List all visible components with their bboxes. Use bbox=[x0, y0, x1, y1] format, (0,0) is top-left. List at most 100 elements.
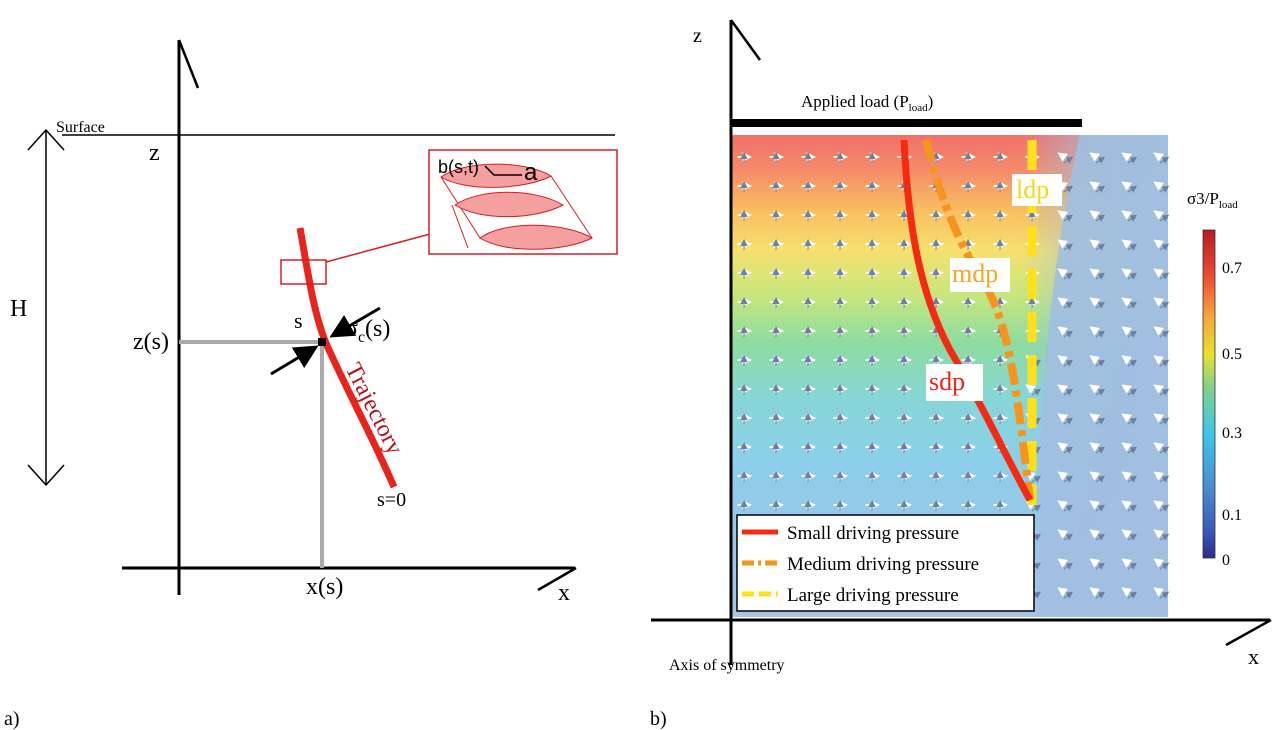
stress-vector-secondary bbox=[1159, 214, 1170, 222]
stress-vector-secondary bbox=[1159, 591, 1170, 599]
stress-vector-secondary bbox=[1063, 156, 1074, 164]
ldp-label-bg bbox=[1012, 174, 1062, 206]
stress-vector-secondary bbox=[1159, 533, 1170, 541]
stress-vector-secondary bbox=[1095, 243, 1106, 251]
stress-vector-secondary bbox=[1063, 272, 1074, 280]
stress-vector-secondary bbox=[1095, 185, 1106, 193]
b-z-axis-tick bbox=[729, 19, 762, 61]
stress-vector-secondary bbox=[1063, 446, 1074, 454]
stress-vector-secondary bbox=[1159, 359, 1170, 367]
sdp-label: sdp bbox=[929, 367, 965, 396]
stress-vector-secondary bbox=[1159, 417, 1170, 425]
applied-load-subscript: load bbox=[909, 102, 928, 114]
stress-vector-secondary bbox=[1095, 388, 1106, 396]
height-arrow bbox=[27, 128, 65, 487]
stress-vector-secondary bbox=[1159, 272, 1170, 280]
stress-vector-secondary bbox=[1127, 272, 1138, 280]
zoom-connector bbox=[325, 233, 431, 263]
colorbar-tick-05: 0.5 bbox=[1222, 346, 1242, 363]
stress-vector-secondary bbox=[1127, 156, 1138, 164]
legend: Small driving pressure Medium driving pr… bbox=[736, 514, 1035, 612]
stress-vector-secondary bbox=[1127, 185, 1138, 193]
stress-vector-secondary bbox=[1127, 301, 1138, 309]
colorbar-title-subscript: load bbox=[1219, 199, 1238, 211]
stress-vector-secondary bbox=[1063, 475, 1074, 483]
colorbar-title-main: σ3/P bbox=[1187, 189, 1219, 208]
sigma-argument: (s) bbox=[365, 316, 390, 342]
stress-vector-secondary bbox=[1159, 446, 1170, 454]
panel-b: z x Axis of symmetry Applied load (Pload… bbox=[650, 19, 1272, 730]
x-axis-tick bbox=[537, 566, 577, 592]
x-of-s-label: x(s) bbox=[306, 574, 343, 600]
stress-vector-secondary bbox=[1159, 330, 1170, 338]
stress-vector-secondary bbox=[1159, 301, 1170, 309]
sigma-symbol: σ bbox=[345, 316, 358, 342]
stress-vector-secondary bbox=[1159, 562, 1170, 570]
applied-load-label: Applied load (Pload) bbox=[801, 92, 933, 114]
stress-vector-secondary bbox=[1159, 475, 1170, 483]
stress-vector-secondary bbox=[1031, 504, 1042, 512]
legend-medium-label: Medium driving pressure bbox=[787, 554, 979, 575]
inset-a-label: a bbox=[524, 159, 538, 186]
stress-point bbox=[318, 338, 326, 346]
stress-vector-secondary bbox=[1159, 243, 1170, 251]
applied-load-close: ) bbox=[928, 92, 934, 111]
crack-section-bottom bbox=[479, 224, 594, 250]
stress-vector-secondary bbox=[1063, 243, 1074, 251]
stress-vector-secondary bbox=[1127, 446, 1138, 454]
colorbar-gradient bbox=[1202, 229, 1216, 559]
inset-diagram: b(s,t) a bbox=[428, 149, 618, 255]
stress-vector-secondary bbox=[1063, 388, 1074, 396]
b-z-axis-label: z bbox=[693, 25, 702, 47]
colorbar-title: σ3/Pload bbox=[1187, 189, 1238, 211]
legend-box bbox=[736, 514, 1035, 612]
stress-vector-secondary bbox=[1159, 388, 1170, 396]
stress-vector-secondary bbox=[1095, 475, 1106, 483]
stress-vector-secondary bbox=[1159, 185, 1170, 193]
panel-a: Surface z x H z(s) x(s) Trajectory s=0 s… bbox=[4, 39, 618, 730]
stress-vector-secondary bbox=[1127, 562, 1138, 570]
panel-b-label: b) bbox=[650, 708, 667, 730]
stress-vector-secondary bbox=[1095, 156, 1106, 164]
trajectory-curve bbox=[296, 227, 398, 489]
stress-vector-secondary bbox=[1095, 272, 1106, 280]
stress-arrow-left bbox=[270, 345, 319, 376]
stress-vector-secondary bbox=[1159, 504, 1170, 512]
stress-vector-secondary bbox=[1095, 417, 1106, 425]
stress-vector-secondary bbox=[1063, 330, 1074, 338]
stress-vector-secondary bbox=[1031, 475, 1042, 483]
stress-vector-secondary bbox=[1063, 417, 1074, 425]
legend-large-label: Large driving pressure bbox=[787, 585, 959, 606]
stress-vector-secondary bbox=[1127, 533, 1138, 541]
stress-vector-secondary bbox=[1063, 591, 1074, 599]
surface-label: Surface bbox=[56, 119, 105, 136]
stress-vector-secondary bbox=[1095, 301, 1106, 309]
small-pressure-curve bbox=[900, 139, 1034, 502]
colorbar-tick-01: 0.1 bbox=[1222, 507, 1242, 524]
crack-section-middle bbox=[454, 191, 565, 218]
stress-vector-secondary bbox=[1095, 359, 1106, 367]
sdp-label-bg bbox=[926, 364, 983, 401]
z-of-s-label: z(s) bbox=[133, 329, 169, 355]
stress-vector-secondary bbox=[1127, 591, 1138, 599]
mdp-label: mdp bbox=[952, 259, 998, 288]
inset-b-label: b(s,t) bbox=[438, 157, 479, 177]
x-axis-label: x bbox=[558, 580, 570, 606]
stress-vector-secondary bbox=[1095, 533, 1106, 541]
stress-vector-secondary bbox=[1127, 359, 1138, 367]
axis-of-symmetry-label: Axis of symmetry bbox=[669, 657, 785, 674]
applied-load-text: Applied load (P bbox=[801, 92, 909, 111]
z-axis-label: z bbox=[149, 140, 160, 166]
mdp-label-bg bbox=[950, 258, 1010, 292]
stress-vector-secondary bbox=[1063, 533, 1074, 541]
stress-vector-secondary bbox=[1127, 504, 1138, 512]
stress-vector-secondary bbox=[1031, 388, 1042, 396]
stress-vector-secondary bbox=[1127, 388, 1138, 396]
crack-section-top bbox=[440, 163, 553, 188]
stress-vector-secondary bbox=[1063, 214, 1074, 222]
height-label: H bbox=[10, 296, 27, 322]
b-x-axis-label: x bbox=[1248, 644, 1259, 669]
stress-vector-secondary bbox=[1127, 214, 1138, 222]
s-label: s bbox=[294, 308, 303, 333]
